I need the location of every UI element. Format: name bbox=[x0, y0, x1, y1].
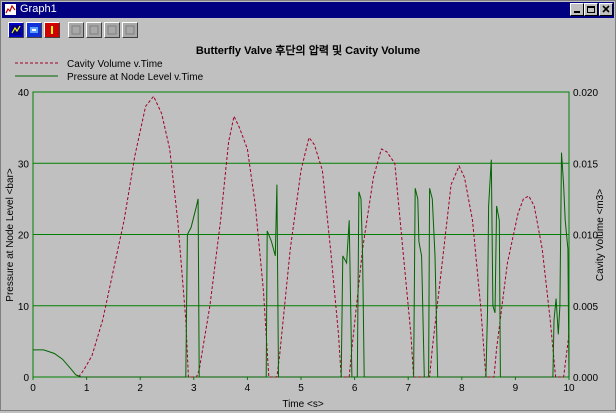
y-right-tick-label: 0.000 bbox=[573, 373, 598, 384]
series-layer bbox=[33, 95, 570, 378]
y-left-tick-label: 20 bbox=[18, 231, 30, 242]
disabled-tool-icon bbox=[89, 25, 99, 35]
y-right-tick-label: 0.005 bbox=[573, 302, 598, 313]
graph-app-icon bbox=[5, 4, 16, 15]
x-tick-label: 1 bbox=[84, 383, 90, 394]
minimize-icon bbox=[574, 11, 580, 13]
x-axis-label: Time <s> bbox=[282, 399, 323, 409]
settings-icon bbox=[30, 27, 38, 33]
x-tick-label: 10 bbox=[563, 383, 575, 394]
y-axis-left-label: Pressure at Node Level <bar> bbox=[5, 168, 16, 302]
chart-title: Butterfly Valve 후단의 압력 및 Cavity Volume bbox=[196, 43, 420, 57]
disabled-tool-4 bbox=[122, 22, 138, 38]
x-tick-label: 8 bbox=[459, 383, 465, 394]
legend-cavity-label: Cavity Volume v.Time bbox=[67, 59, 163, 70]
disabled-tool-3 bbox=[104, 22, 120, 38]
graph-tool-button[interactable] bbox=[8, 22, 24, 38]
toolbar bbox=[2, 20, 614, 42]
x-tick-label: 0 bbox=[30, 383, 36, 394]
stop-tool-button[interactable] bbox=[44, 22, 60, 38]
cavity-volume-line bbox=[78, 95, 570, 378]
y-left-tick-label: 40 bbox=[18, 88, 30, 99]
disabled-tool-2 bbox=[86, 22, 102, 38]
settings-tool-button[interactable] bbox=[26, 22, 42, 38]
maximize-icon bbox=[587, 6, 595, 13]
y-left-tick-label: 0 bbox=[23, 373, 29, 384]
pressure-line bbox=[33, 152, 570, 378]
graph-icon bbox=[11, 25, 21, 35]
chart: Butterfly Valve 후단의 압력 및 Cavity Volume C… bbox=[5, 43, 606, 410]
disabled-tool-icon bbox=[71, 25, 81, 35]
y-right-tick-label: 0.010 bbox=[573, 231, 598, 242]
y-left-tick-label: 30 bbox=[18, 159, 30, 170]
title-bar[interactable]: Graph1 bbox=[2, 2, 614, 18]
tick-labels: 0 10 20 30 40 0.000 0.005 0.010 0.015 0.020 0 1 2 3 4 5… bbox=[18, 88, 599, 394]
chart-area: Butterfly Valve 후단의 압력 및 Cavity Volume C… bbox=[3, 43, 613, 410]
y-left-tick-label: 10 bbox=[18, 302, 30, 313]
disabled-tool-icon bbox=[107, 25, 117, 35]
disabled-tool-1 bbox=[68, 22, 84, 38]
x-tick-label: 6 bbox=[352, 383, 358, 394]
close-icon bbox=[602, 5, 610, 13]
window-title: Graph1 bbox=[20, 3, 57, 15]
stop-icon bbox=[51, 26, 53, 34]
x-tick-label: 7 bbox=[405, 383, 411, 394]
maximize-button[interactable] bbox=[584, 3, 598, 16]
y-right-tick-label: 0.015 bbox=[573, 159, 598, 170]
disabled-tool-icon bbox=[125, 25, 135, 35]
y-axis-right-label: Cavity Volume <m3> bbox=[595, 189, 606, 281]
x-tick-label: 3 bbox=[191, 383, 197, 394]
x-tick-label: 5 bbox=[298, 383, 304, 394]
x-tick-label: 2 bbox=[137, 383, 143, 394]
x-tick-label: 9 bbox=[513, 383, 519, 394]
x-tick-label: 4 bbox=[245, 383, 251, 394]
close-button[interactable] bbox=[599, 3, 613, 16]
y-right-tick-label: 0.020 bbox=[573, 88, 598, 99]
minimize-button[interactable] bbox=[570, 3, 584, 16]
legend-pressure-label: Pressure at Node Level v.Time bbox=[67, 72, 204, 83]
